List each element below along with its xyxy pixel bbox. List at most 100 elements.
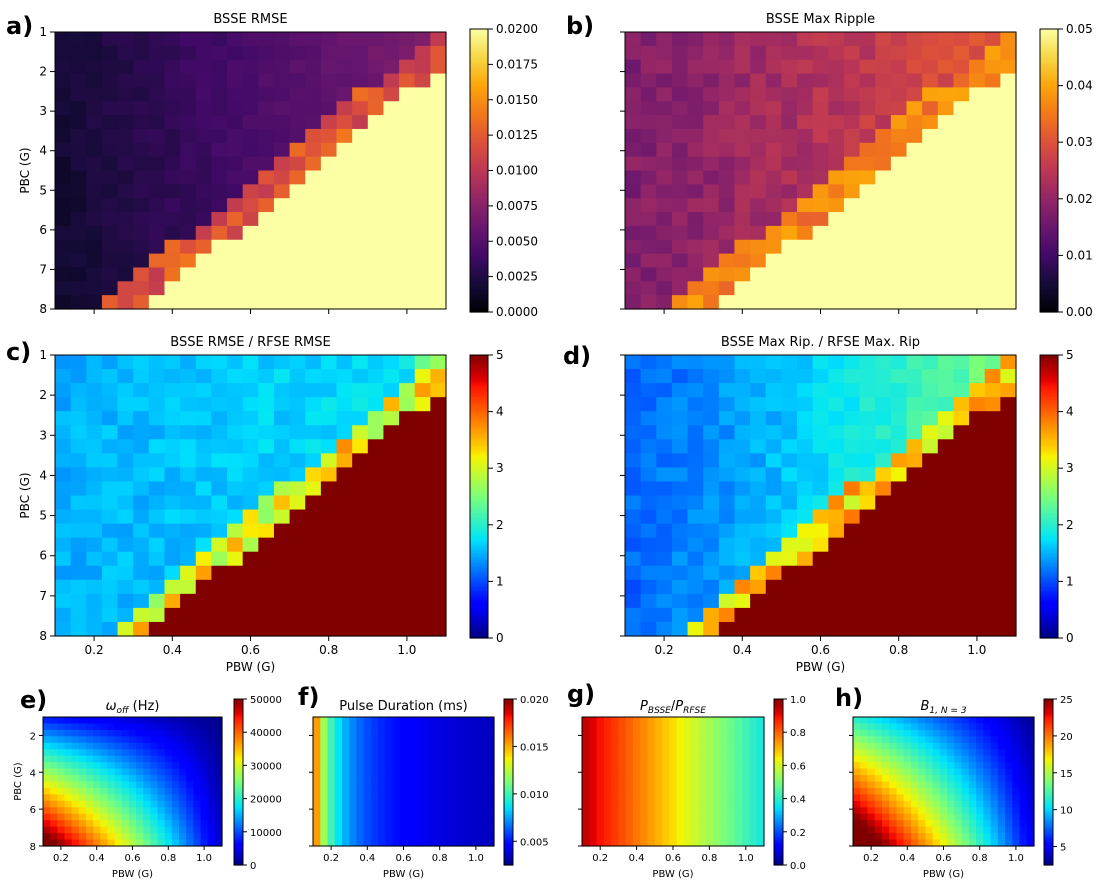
heatmap-cell [781, 453, 798, 468]
heatmap-cell [742, 813, 751, 821]
heatmap-cell [765, 59, 782, 75]
colorbar-tick-label: 0.02 [1066, 192, 1093, 206]
heatmap-cell [378, 736, 386, 744]
heatmap-cell [683, 775, 692, 783]
heatmap-cell [195, 87, 212, 102]
colorbar-step [470, 569, 488, 573]
heatmap-cell [414, 833, 423, 841]
heatmap-cell [734, 742, 743, 750]
heatmap-cell [55, 253, 72, 269]
colorbar-step [504, 820, 513, 823]
heatmap-cell [55, 537, 72, 553]
colorbar-step [504, 712, 513, 715]
heatmap-cell [625, 607, 642, 623]
heatmap-cell [305, 621, 322, 637]
colorbar-step [504, 710, 513, 713]
heatmap-cell [421, 762, 430, 770]
heatmap-cell [50, 755, 58, 763]
heatmap-cell [50, 781, 58, 789]
heatmap-cell [193, 729, 202, 737]
heatmap-cell [918, 762, 926, 770]
heatmap-cell [922, 495, 939, 511]
colorbar-step [1040, 444, 1058, 448]
heatmap-cell [93, 826, 101, 834]
colorbar-step [234, 759, 243, 762]
heatmap-cell [195, 523, 212, 539]
heatmap-cell [93, 820, 101, 828]
heatmap-cell [640, 383, 657, 398]
heatmap-cell [407, 833, 415, 841]
heatmap-cell [812, 239, 829, 255]
heatmap-cell [327, 781, 336, 789]
heatmap-cell [133, 32, 150, 47]
heatmap-cell [70, 579, 87, 595]
heatmap-cell [705, 723, 714, 731]
heatmap-cell [352, 212, 369, 227]
heatmap-cell [430, 481, 447, 497]
heatmap-cell [150, 762, 159, 770]
y-tick-label: 8 [39, 302, 47, 316]
heatmap-cell [227, 45, 244, 61]
heatmap-cell [1019, 787, 1028, 795]
heatmap-cell [990, 736, 999, 744]
heatmap-cell [352, 621, 369, 637]
heatmap-cell [289, 212, 306, 227]
heatmap-cell [718, 73, 736, 88]
heatmap-cell [750, 509, 767, 525]
heatmap-cell [671, 411, 689, 426]
heatmap-cell [640, 295, 657, 310]
heatmap-cell [214, 736, 223, 744]
x-tick-label: 1.0 [967, 643, 986, 657]
heatmap-cell [922, 551, 939, 567]
heatmap-cell [399, 787, 408, 795]
heatmap-cell [589, 820, 598, 828]
heatmap-cell [875, 267, 892, 282]
heatmap-cell [200, 787, 209, 795]
heatmap-cell [859, 453, 876, 468]
colorbar-step [470, 449, 488, 453]
colorbar-step [774, 744, 783, 747]
colorbar-step [470, 378, 488, 382]
heatmap-cell [703, 101, 720, 116]
heatmap-cell [954, 755, 963, 763]
heatmap-cell [889, 775, 898, 783]
heatmap-cell [349, 839, 358, 847]
heatmap-cell [625, 593, 642, 609]
heatmap-cell [718, 397, 736, 412]
heatmap-cell [164, 225, 181, 241]
heatmap-cell [193, 736, 202, 744]
heatmap-cell [734, 768, 743, 776]
heatmap-cell [828, 225, 845, 241]
heatmap-cell [57, 826, 66, 834]
colorbar-step [470, 307, 488, 311]
heatmap-cell [947, 787, 955, 795]
heatmap-cell [703, 467, 720, 483]
heatmap-cell [582, 762, 590, 770]
heatmap-cell [164, 729, 173, 737]
heatmap-cell [320, 749, 329, 757]
heatmap-cell [687, 115, 704, 130]
heatmap-cell [937, 453, 955, 468]
heatmap-cell [860, 787, 869, 795]
colorbar-step [470, 208, 488, 212]
heatmap-cell [867, 794, 876, 802]
heatmap-cell [582, 749, 590, 757]
heatmap-cell [385, 820, 394, 828]
heatmap-cell [414, 239, 431, 255]
colorbar-step [504, 705, 513, 708]
heatmap-cell [734, 467, 751, 483]
colorbar-step [1040, 243, 1058, 247]
heatmap-cell [86, 383, 103, 398]
heatmap-cell [797, 212, 814, 227]
heatmap-cell [486, 762, 495, 770]
heatmap-cell [186, 742, 194, 750]
heatmap-cell [320, 198, 338, 213]
heatmap-cell [320, 45, 338, 61]
heatmap-cell [211, 481, 228, 497]
colorbar-step [234, 708, 243, 711]
heatmap-cell [195, 267, 212, 282]
heatmap-cell [227, 239, 244, 255]
heatmap-cell [750, 383, 767, 398]
heatmap-cell [596, 839, 605, 847]
colorbar-frame [1039, 354, 1059, 639]
